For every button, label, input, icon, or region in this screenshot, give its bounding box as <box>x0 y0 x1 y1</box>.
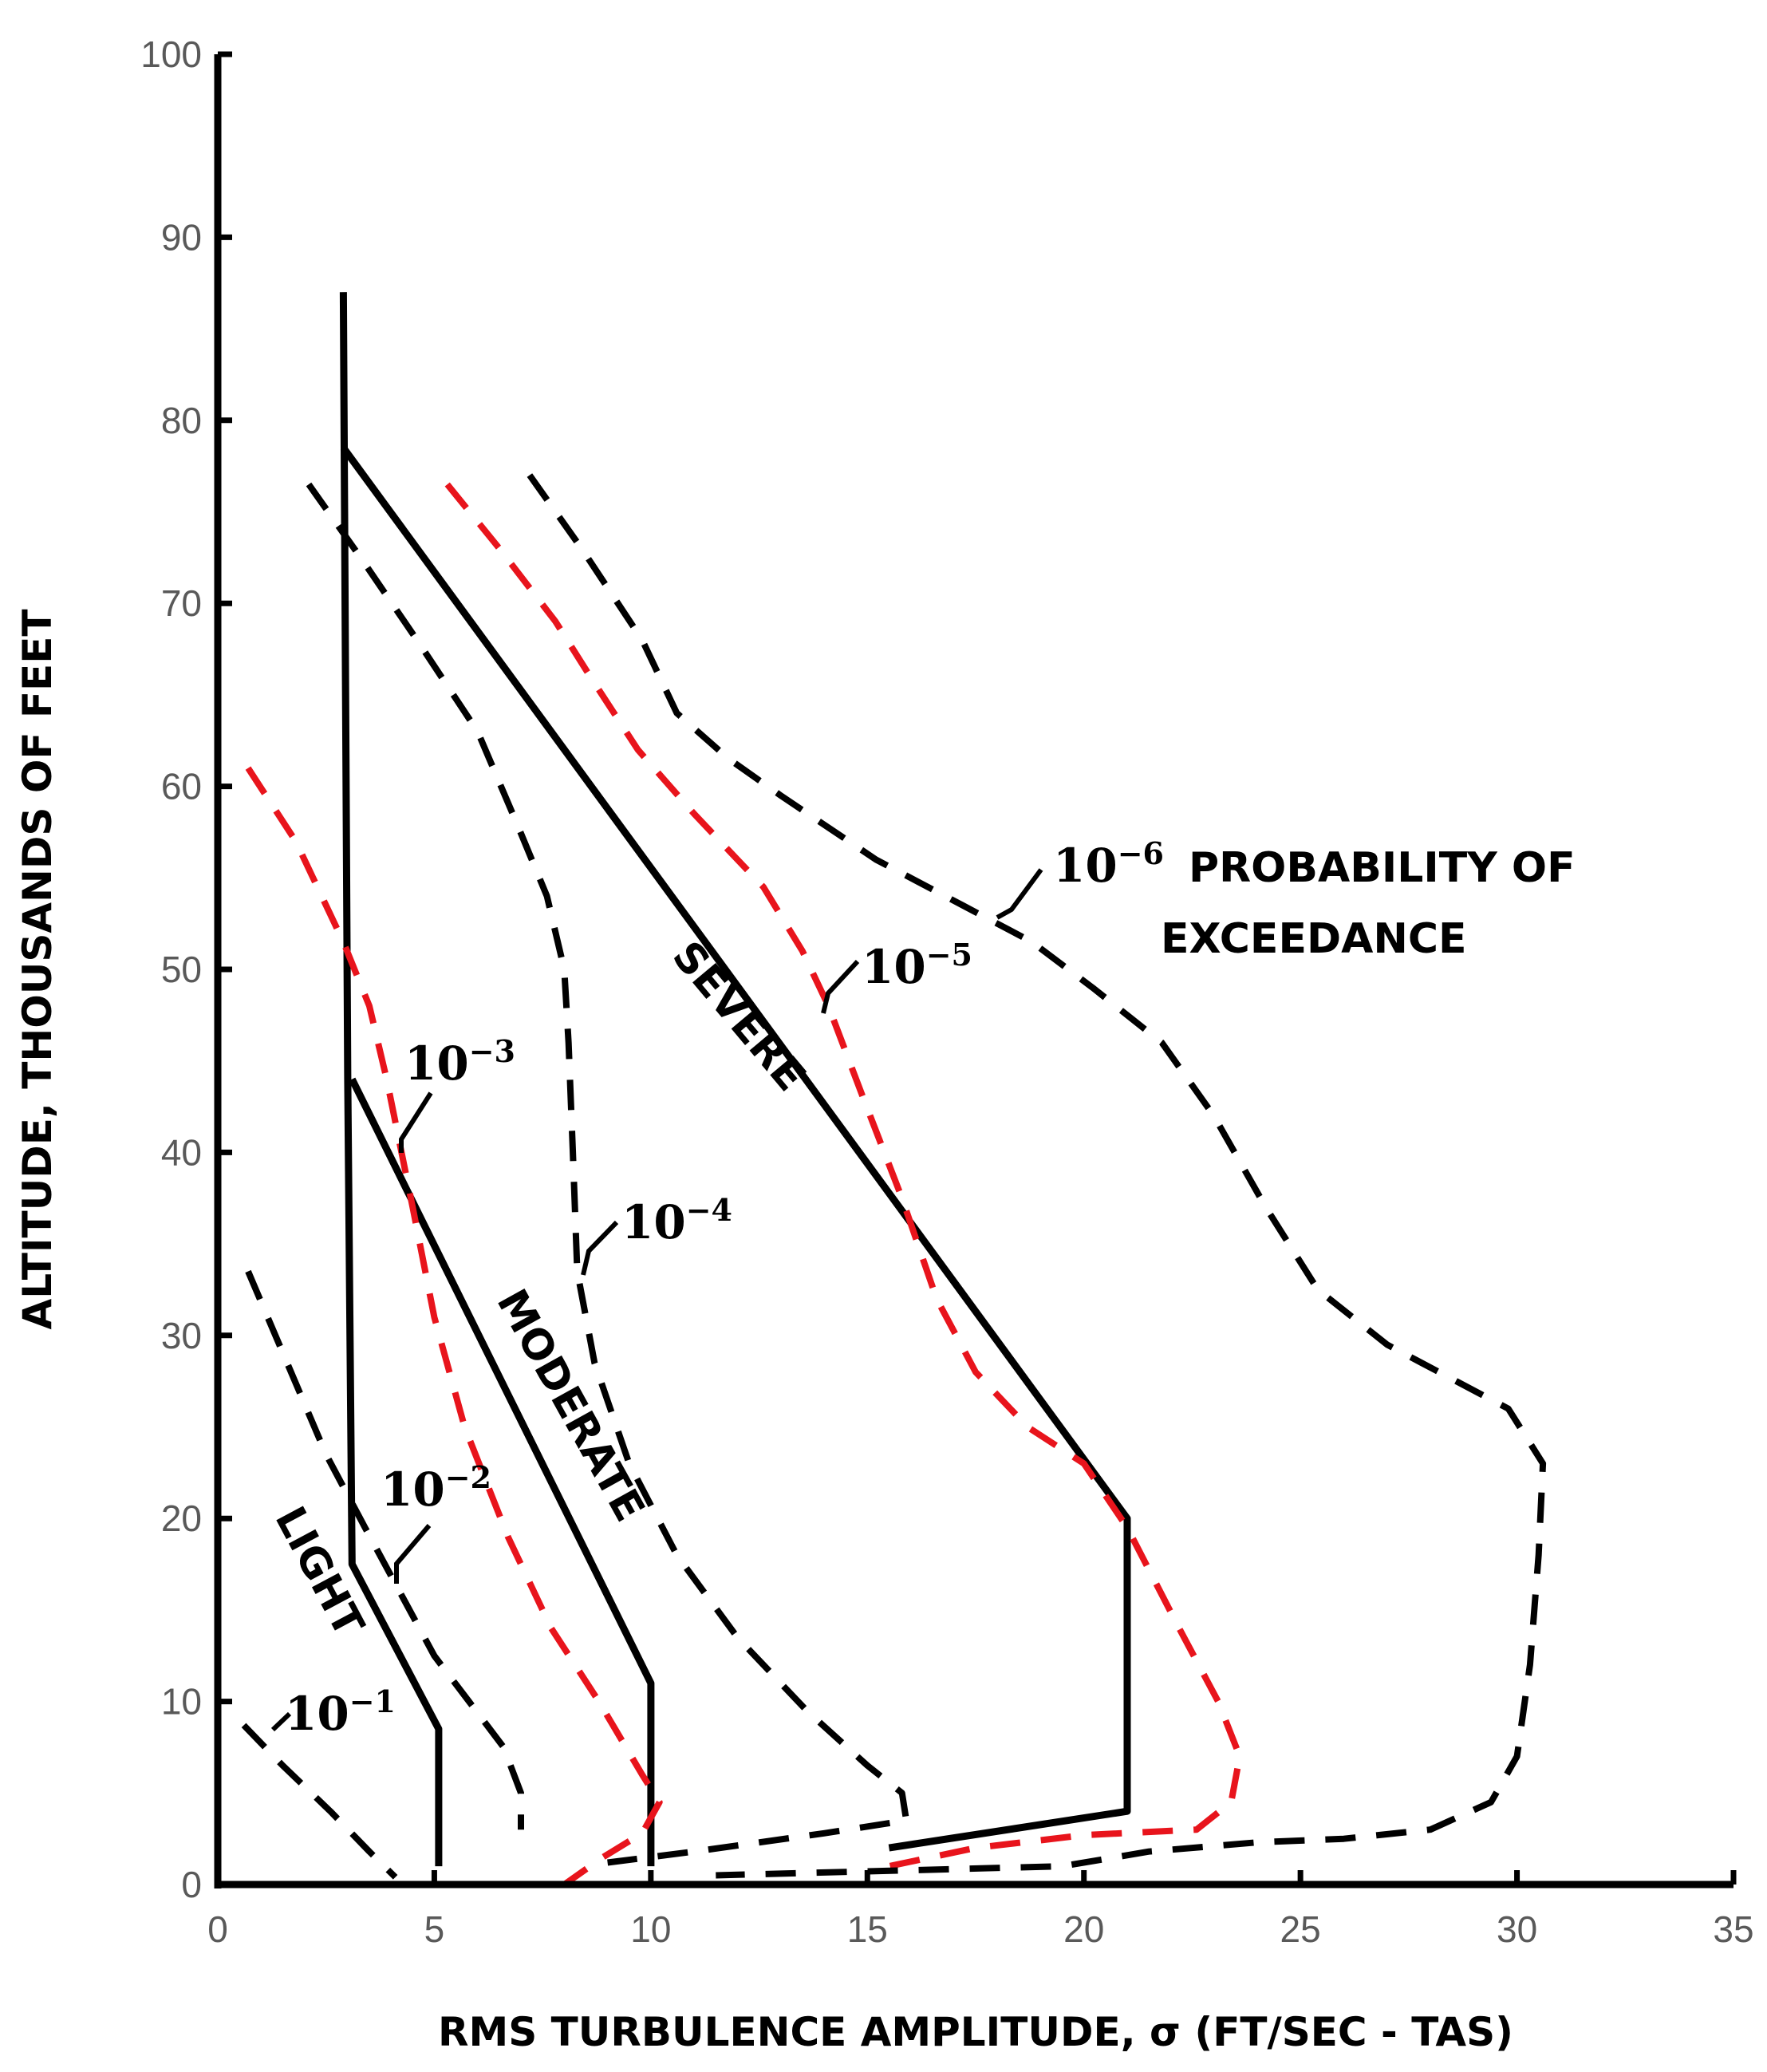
label-1e-1: 10−1 <box>285 1683 396 1741</box>
y-tick-label: 60 <box>161 766 202 807</box>
ticks <box>215 51 1737 1888</box>
label-exceedance: EXCEEDANCE <box>1161 915 1467 963</box>
y-tick-label: 100 <box>140 34 202 75</box>
series-prob-3 <box>241 1723 398 1880</box>
label-1e-4: 10−4 <box>621 1192 732 1249</box>
series-prob-6 <box>306 482 910 1866</box>
leader-1e-2 <box>394 1524 432 1584</box>
label-1e-3: 10−3 <box>404 1033 515 1091</box>
annotation-severe: SEVERE <box>663 933 814 1100</box>
x-tick-label: 20 <box>1063 1908 1104 1950</box>
axes <box>214 54 1733 1888</box>
label-1e-3-base: 10 <box>404 1036 469 1091</box>
label-1e-1-exp: −1 <box>349 1683 396 1719</box>
label-1e-5-base: 10 <box>862 940 926 994</box>
series-prob-8 <box>527 473 1547 1879</box>
y-tick-label: 70 <box>161 582 202 624</box>
leader-1e-5 <box>821 959 860 1014</box>
label-1e-6: 10−6 <box>1053 835 1164 893</box>
series-prob-4 <box>245 1269 524 1830</box>
x-axis-title: RMS TURBULENCE AMPLITUDE, σ (FT/SEC - TA… <box>438 2009 1513 2055</box>
leader-1e-3 <box>399 1091 433 1153</box>
label-1e-2-exp: −2 <box>445 1459 491 1495</box>
x-tick-label: 10 <box>630 1908 671 1950</box>
y-tick-label: 30 <box>161 1315 202 1356</box>
x-tick-label: 30 <box>1497 1908 1537 1950</box>
x-tick-label: 35 <box>1713 1908 1753 1950</box>
x-tick-label: 15 <box>847 1908 888 1950</box>
series-prob-7 <box>444 482 1244 1870</box>
y-tick-label: 50 <box>161 949 202 990</box>
leader-1e-1 <box>270 1711 292 1732</box>
label-1e-3-exp: −3 <box>469 1033 515 1069</box>
label-1e-2-base: 10 <box>381 1462 445 1517</box>
leader-1e-4 <box>581 1220 619 1276</box>
leader-1e-6 <box>996 868 1043 920</box>
series-prob-5 <box>245 766 663 1888</box>
leader-lines <box>270 868 1043 1732</box>
label-1e-6-exp: −6 <box>1118 835 1164 871</box>
label-1e-4-exp: −4 <box>686 1192 732 1228</box>
label-1e-2: 10−2 <box>381 1459 491 1517</box>
series-severe <box>340 445 1131 1852</box>
x-tick-label: 5 <box>424 1908 445 1950</box>
series-layer <box>241 292 1547 1888</box>
label-probability-of: PROBABILITY OF <box>1189 844 1576 892</box>
y-axis-title: ALTITUDE, THOUSANDS OF FEET <box>14 610 61 1330</box>
y-tick-label: 80 <box>161 400 202 441</box>
label-1e-5: 10−5 <box>862 937 972 994</box>
y-tick-label: 10 <box>161 1681 202 1723</box>
label-1e-4-base: 10 <box>621 1195 686 1249</box>
series-light <box>339 292 443 1867</box>
x-tick-label: 0 <box>207 1908 228 1950</box>
x-tick-label: 25 <box>1280 1908 1321 1950</box>
y-tick-label: 0 <box>181 1864 202 1905</box>
label-1e-1-base: 10 <box>285 1687 349 1741</box>
label-1e-5-exp: −5 <box>926 937 972 973</box>
y-tick-label: 40 <box>161 1131 202 1173</box>
series-moderate <box>349 1077 655 1867</box>
y-tick-label: 20 <box>161 1498 202 1539</box>
y-tick-label: 90 <box>161 216 202 258</box>
tick-labels: 0 5 10 15 20 25 30 35 0 10 20 30 40 50 60 70 80 90 100 <box>140 34 1753 1950</box>
label-1e-6-base: 10 <box>1053 839 1118 893</box>
